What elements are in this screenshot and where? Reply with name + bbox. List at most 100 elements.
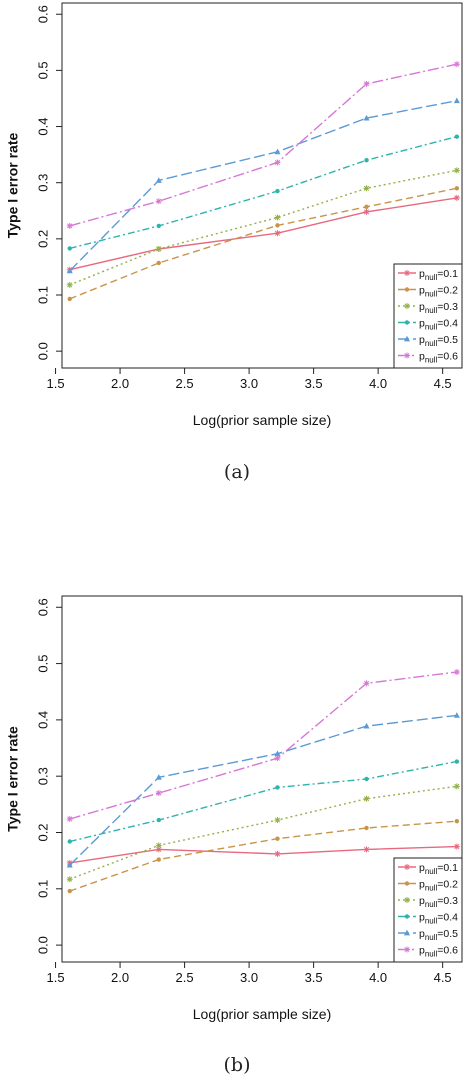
legend-marker [404, 864, 410, 870]
y-tick-label: 0.4 [35, 117, 50, 135]
x-tick-label: 2.5 [176, 970, 194, 985]
x-tick-label: 3.0 [240, 970, 258, 985]
chart-a: 1.5 2.0 2.5 3.0 3.5 4.0 4.5 0.0 0.1 0.2 0.3 0.4 0.5 0… [5, 2, 463, 428]
data-point [274, 159, 281, 166]
data-point [66, 281, 73, 288]
series-3 [66, 167, 460, 288]
data-point [454, 819, 460, 824]
y-tick-label: 0.0 [35, 936, 50, 954]
legend: pnull=0.1 pnull=0.2 pnull=0.3 pnull=0.4 pnul… [393, 857, 463, 963]
legend-box [393, 857, 463, 963]
y-tick-label: 0.0 [35, 342, 50, 360]
data-point [67, 839, 72, 844]
legend-label: pnull=0.4 [419, 318, 458, 332]
plot-frame [61, 595, 463, 963]
x-tick-label: 4.0 [369, 376, 387, 391]
x-tick-label: 4.5 [434, 970, 452, 985]
legend-marker [404, 303, 410, 309]
legend: pnull=0.1 pnull=0.2 pnull=0.3 pnull=0.4 pnul… [393, 263, 463, 369]
data-point [156, 857, 161, 862]
x-tick-label: 4.0 [369, 970, 387, 985]
y-tick-label: 0.4 [35, 711, 50, 729]
series-line [69, 63, 457, 227]
data-point [156, 223, 161, 229]
legend-label: pnull=0.6 [419, 351, 458, 365]
series-6 [66, 669, 460, 822]
y-tick-label: 0.6 [35, 5, 50, 23]
data-point [363, 795, 370, 802]
chart-b: 1.5 2.0 2.5 3.0 3.5 4.0 4.5 0.0 0.1 0.2 0.3 0.4 0.5 0… [5, 595, 463, 1022]
legend-marker [404, 929, 410, 936]
data-point [155, 842, 162, 849]
data-point [274, 230, 281, 237]
data-point [363, 114, 370, 121]
series-line [69, 197, 457, 271]
caption-b: (b) [223, 1054, 251, 1076]
data-point [155, 790, 162, 797]
data-point [453, 167, 460, 174]
y-tick-label: 0.3 [35, 767, 50, 785]
legend-label: pnull=0.2 [419, 285, 458, 299]
y-tick-label: 0.3 [35, 174, 50, 192]
data-point [66, 222, 73, 229]
x-tick-label: 3.5 [305, 376, 323, 391]
data-point [454, 186, 460, 191]
series-4 [67, 759, 460, 844]
series-line [69, 100, 457, 272]
data-point [274, 850, 281, 857]
y-tick-label: 0.6 [35, 598, 50, 616]
series-6 [66, 61, 460, 229]
series-1 [66, 194, 460, 273]
data-point [155, 177, 162, 183]
data-point [66, 815, 73, 822]
data-point [155, 245, 162, 252]
data-point [363, 722, 370, 729]
data-point [275, 785, 280, 790]
legend-marker [404, 897, 410, 903]
series-2 [67, 819, 460, 894]
data-point [363, 80, 370, 87]
data-point [364, 825, 369, 831]
legend-label: pnull=0.1 [419, 268, 458, 282]
data-point [274, 214, 281, 221]
legend-marker [404, 287, 410, 292]
legend-marker [404, 320, 410, 325]
x-tick-label: 2.0 [111, 970, 129, 985]
data-point [363, 208, 370, 215]
data-point [453, 843, 460, 850]
y-tick-label: 0.5 [35, 61, 50, 79]
y-axis-label: Type I error rate [5, 726, 21, 832]
caption-a: (a) [223, 461, 251, 483]
legend-marker [404, 881, 410, 886]
y-axis-label: Type I error rate [5, 133, 21, 239]
x-tick-label: 2.0 [111, 376, 129, 391]
legend-label: pnull=0.2 [419, 879, 458, 893]
legend-label: pnull=0.5 [419, 334, 458, 348]
data-point [274, 817, 281, 824]
data-point [67, 296, 72, 302]
legend-marker [404, 352, 410, 359]
data-point [274, 750, 281, 757]
data-point [67, 246, 72, 251]
legend-label: pnull=0.3 [419, 895, 458, 909]
legend-marker [404, 335, 410, 342]
y-tick-label: 0.1 [35, 880, 50, 898]
data-point [67, 888, 72, 894]
data-point [275, 188, 280, 194]
data-point [363, 185, 370, 192]
x-tick-label: 3.5 [305, 970, 323, 985]
y-tick-label: 0.2 [35, 823, 50, 841]
series-line [69, 714, 457, 866]
data-point [66, 861, 73, 868]
series-3 [66, 783, 460, 883]
x-tick-label: 2.5 [176, 376, 194, 391]
legend-marker [404, 270, 410, 276]
series-4 [67, 134, 460, 251]
data-point [453, 61, 460, 68]
data-point [275, 223, 280, 228]
data-point [453, 712, 460, 718]
data-point [155, 198, 162, 205]
data-point [66, 267, 73, 274]
data-point [363, 846, 370, 853]
legend-marker [404, 914, 410, 919]
